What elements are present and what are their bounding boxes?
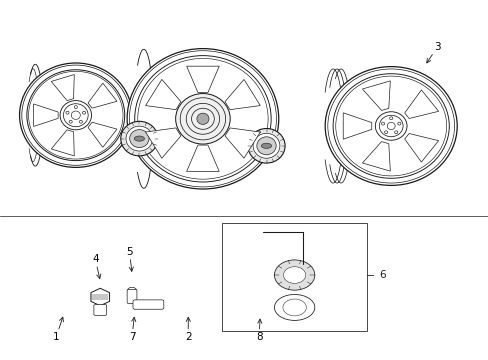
Polygon shape	[186, 145, 219, 171]
Polygon shape	[224, 80, 260, 110]
Ellipse shape	[69, 120, 72, 123]
Ellipse shape	[389, 117, 392, 120]
Ellipse shape	[256, 137, 276, 155]
Polygon shape	[145, 80, 181, 110]
Ellipse shape	[397, 122, 400, 125]
Bar	[222, 223, 366, 331]
Polygon shape	[362, 141, 389, 171]
Polygon shape	[34, 104, 58, 126]
Ellipse shape	[60, 100, 91, 130]
Ellipse shape	[261, 143, 271, 148]
Text: 5: 5	[126, 247, 133, 271]
Ellipse shape	[127, 49, 278, 189]
Text: 8: 8	[255, 319, 262, 342]
Text: 3: 3	[426, 42, 440, 63]
Polygon shape	[362, 81, 389, 111]
Ellipse shape	[394, 131, 397, 134]
Polygon shape	[145, 128, 181, 158]
Ellipse shape	[20, 63, 132, 167]
Ellipse shape	[274, 294, 314, 320]
FancyBboxPatch shape	[94, 305, 106, 315]
Polygon shape	[404, 90, 438, 118]
FancyBboxPatch shape	[133, 300, 163, 309]
Polygon shape	[51, 75, 74, 100]
Ellipse shape	[66, 111, 69, 114]
Ellipse shape	[71, 111, 80, 120]
Ellipse shape	[134, 136, 144, 141]
Ellipse shape	[121, 121, 158, 156]
Polygon shape	[224, 128, 260, 158]
Polygon shape	[404, 134, 438, 162]
Ellipse shape	[247, 129, 285, 163]
Polygon shape	[51, 130, 74, 156]
Text: 6: 6	[378, 270, 385, 280]
Ellipse shape	[126, 126, 152, 151]
Ellipse shape	[74, 106, 77, 109]
Polygon shape	[91, 288, 109, 306]
Polygon shape	[343, 113, 371, 139]
Ellipse shape	[283, 267, 305, 283]
Ellipse shape	[127, 287, 136, 294]
Ellipse shape	[274, 260, 314, 290]
Ellipse shape	[253, 133, 279, 158]
Ellipse shape	[175, 94, 230, 144]
Polygon shape	[88, 83, 117, 108]
Ellipse shape	[386, 122, 394, 130]
Ellipse shape	[375, 112, 406, 140]
Ellipse shape	[197, 113, 208, 125]
Text: 1: 1	[53, 317, 63, 342]
Ellipse shape	[283, 299, 305, 316]
Ellipse shape	[82, 111, 85, 114]
Ellipse shape	[129, 130, 149, 148]
Polygon shape	[88, 122, 117, 147]
FancyBboxPatch shape	[127, 289, 137, 303]
Polygon shape	[186, 66, 219, 93]
Ellipse shape	[79, 120, 82, 123]
Text: 2: 2	[184, 317, 191, 342]
Ellipse shape	[381, 122, 384, 125]
Ellipse shape	[384, 131, 387, 134]
Text: 4: 4	[92, 254, 101, 279]
Text: 7: 7	[128, 317, 136, 342]
Ellipse shape	[325, 67, 456, 185]
